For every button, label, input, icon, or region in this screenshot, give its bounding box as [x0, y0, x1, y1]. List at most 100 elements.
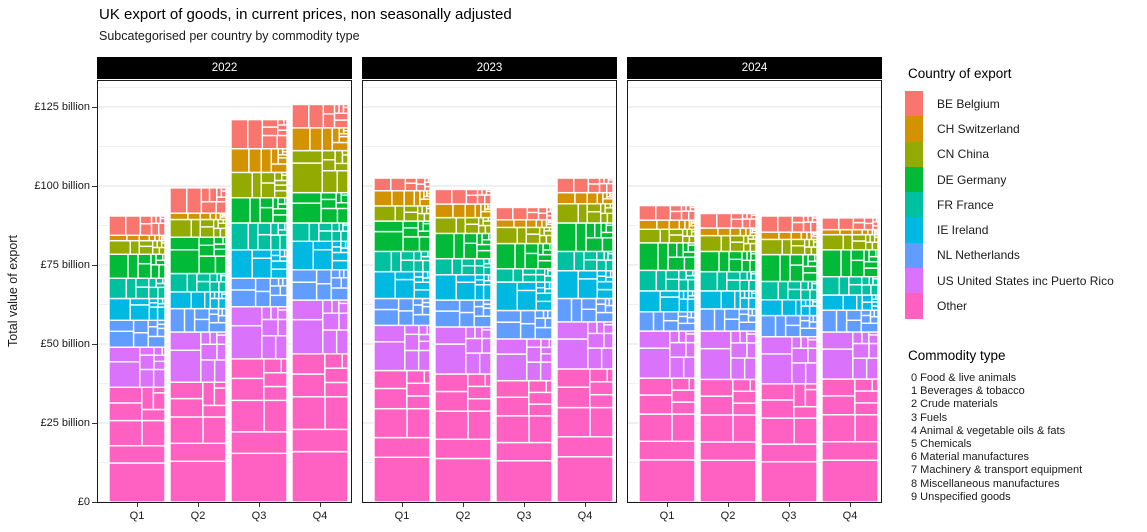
mosaic-cell-nl — [751, 308, 757, 317]
mosaic-cell-us — [495, 353, 528, 382]
mosaic-cell-cn — [273, 171, 283, 182]
mosaic-cell-de — [514, 242, 526, 270]
country-legend: Country of export BE Belgium CH Switzerla… — [905, 66, 1145, 319]
mosaic-cell-fr — [739, 270, 748, 281]
mosaic-cell-us — [791, 347, 809, 364]
mosaic-cell-nl — [330, 269, 341, 279]
mosaic-cell-be — [125, 215, 142, 236]
mosaic-cell-ie — [739, 297, 750, 310]
mosaic-cell-us — [638, 330, 671, 349]
mosaic-cell-be — [606, 182, 614, 194]
mosaic-cell-us — [209, 331, 218, 345]
mosaic-cell-other — [699, 378, 734, 397]
x-tick-mark — [136, 503, 138, 507]
mosaic-cell-de — [272, 208, 288, 216]
x-tick-mark — [788, 503, 790, 507]
mosaic-cell-fr — [483, 266, 492, 276]
mosaic-cell-de — [373, 220, 404, 233]
mosaic-cell-other — [821, 395, 856, 416]
mosaic-cell-de — [108, 253, 129, 279]
mosaic-cell-fr — [838, 275, 850, 296]
mosaic-cell-fr — [870, 284, 879, 296]
mosaic-cell-us — [526, 361, 542, 382]
mosaic-cell-ie — [577, 278, 599, 300]
mosaic-cell-other — [169, 416, 204, 445]
legend-item-label: CN China — [937, 147, 990, 162]
mosaic-cell-de — [481, 232, 490, 241]
mosaic-cell-de — [453, 232, 465, 260]
mosaic-cell-fr — [800, 280, 809, 291]
mosaic-cell-us — [539, 361, 553, 382]
mosaic-cell-nl — [662, 311, 679, 322]
mosaic-cell-us — [139, 368, 155, 388]
mosaic-cell-ie — [795, 299, 803, 317]
mosaic-cell-us — [216, 334, 227, 345]
mosaic-cell-ie — [861, 301, 873, 311]
mosaic-cell-be — [838, 217, 855, 231]
mosaic-cell-be — [373, 177, 392, 192]
mosaic-cell-be — [476, 194, 486, 205]
mosaic-cell-us — [699, 330, 732, 350]
mosaic-cell-us — [277, 309, 288, 321]
mosaic-cell-nl — [132, 319, 149, 334]
mosaic-cell-de — [667, 256, 686, 272]
mosaic-cell-de — [807, 260, 818, 268]
mosaic-cell-us — [685, 333, 696, 344]
mosaic-cell-nl — [638, 311, 655, 332]
mosaic-cell-ie — [291, 240, 314, 271]
mosaic-cell-us — [669, 356, 685, 379]
mosaic-cell-cn — [864, 241, 874, 251]
mosaic-cell-nl — [269, 277, 280, 287]
mosaic-cell-cn — [334, 149, 344, 165]
mosaic-cell-ch — [851, 228, 864, 236]
mosaic-cell-us — [200, 359, 216, 383]
mosaic-cell-cn — [851, 240, 867, 251]
mosaic-cell-ch — [452, 203, 466, 219]
x-tick-label: Q3 — [781, 510, 797, 522]
mosaic-cell-nl — [330, 277, 342, 289]
mosaic-cell-be — [716, 212, 733, 229]
mosaic-cell-other — [638, 440, 696, 461]
mosaic-cell-ie — [312, 240, 334, 251]
mosaic-cell-cn — [842, 233, 853, 251]
mosaic-cell-be — [415, 183, 426, 192]
mosaic-cell-other — [606, 368, 614, 383]
mosaic-cell-ch — [209, 212, 217, 221]
chart-subtitle: Subcategorised per country by commodity … — [99, 29, 360, 43]
mosaic-cell-ch — [413, 190, 421, 207]
mosaic-cell-nl — [723, 308, 740, 320]
mosaic-cell-ie — [129, 304, 151, 321]
mosaic-cell-de — [524, 252, 539, 270]
mosaic-cell-fr — [331, 230, 342, 243]
mosaic-cell-be — [322, 113, 336, 129]
mosaic-cell-nl — [595, 303, 607, 314]
mosaic-cell-nl — [835, 309, 848, 333]
mosaic-cell-us — [108, 346, 141, 363]
mosaic-cell-cn — [525, 226, 541, 235]
mosaic-cell-ie — [455, 274, 477, 283]
mosaic-cell-ch — [270, 163, 288, 174]
mosaic-cell-fr — [277, 229, 288, 236]
mosaic-cell-ie — [331, 251, 349, 262]
mosaic-cell-cn — [273, 184, 288, 192]
legend-item-label: CH Switzerland — [937, 121, 1020, 136]
mosaic-cell-other — [732, 402, 757, 416]
x-tick-label: Q4 — [312, 510, 328, 522]
mosaic-cell-us — [821, 331, 854, 350]
mosaic-cell-de — [417, 220, 424, 232]
mosaic-cell-us — [277, 318, 288, 337]
mosaic-cell-other — [854, 390, 879, 404]
legend-item: Other — [905, 293, 1145, 319]
mosaic-cell-us — [474, 326, 483, 340]
mosaic-cell-ie — [204, 291, 212, 310]
mosaic-cell-ie — [609, 269, 614, 278]
mosaic-cell-de — [340, 194, 349, 204]
mosaic-cell-ie — [856, 294, 864, 311]
mosaic-cell-us — [169, 331, 202, 351]
mosaic-cell-de — [850, 249, 865, 262]
mosaic-cell-be — [811, 215, 818, 219]
mosaic-cell-de — [676, 242, 684, 258]
mosaic-cell-other — [169, 381, 204, 400]
mosaic-cell-fr — [583, 250, 598, 261]
mosaic-cell-be — [291, 103, 310, 129]
